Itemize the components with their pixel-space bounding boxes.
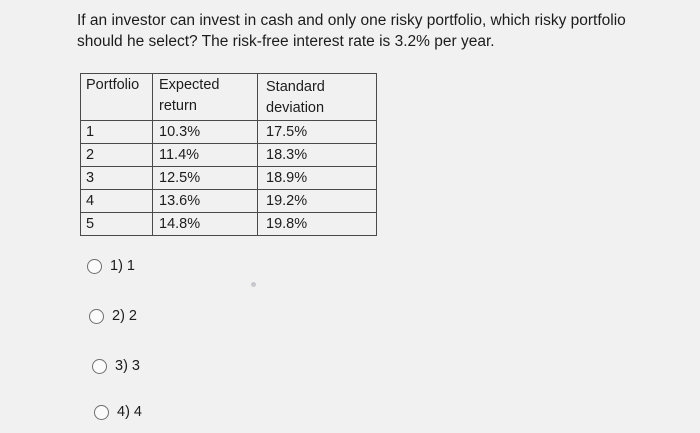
portfolio-table: Portfolio Expected return Standard devia… [80,73,377,236]
question-line-1: If an investor can invest in cash and on… [77,12,626,29]
table-row: 1 10.3% 17.5% [80,120,377,144]
table-header-row: Portfolio Expected return Standard devia… [80,73,377,121]
option-3[interactable]: 3) 3 [92,358,140,374]
decorative-dot [251,282,256,287]
option-label: 2) 2 [112,308,137,324]
table-row: 4 13.6% 19.2% [80,189,377,213]
cell-standard-deviation: 18.3% [257,143,377,167]
radio-button[interactable] [87,258,102,274]
cell-expected-return: 11.4% [152,143,258,167]
option-4[interactable]: 4) 4 [94,404,142,420]
table-row: 5 14.8% 19.8% [80,212,377,236]
question-text: If an investor can invest in cash and on… [77,10,677,52]
table-row: 3 12.5% 18.9% [80,166,377,190]
header-expected-line-2: return [159,98,197,114]
header-portfolio-label: Portfolio [86,77,140,93]
cell-standard-deviation: 18.9% [257,166,377,190]
header-standard-deviation: Standard deviation [257,73,377,121]
radio-button[interactable] [89,308,104,324]
cell-portfolio: 5 [80,212,153,236]
question-line-2: should he select? The risk-free interest… [77,33,495,50]
option-label: 1) 1 [110,258,135,274]
cell-standard-deviation: 17.5% [257,120,377,144]
header-expected-line-1: Expected [159,77,220,93]
header-expected-return: Expected return [152,73,258,121]
header-sd-line-1: Standard [266,79,325,95]
cell-expected-return: 14.8% [152,212,258,236]
option-1[interactable]: 1) 1 [87,258,135,274]
cell-standard-deviation: 19.2% [257,189,377,213]
cell-portfolio: 1 [80,120,153,144]
header-portfolio: Portfolio [80,73,153,121]
cell-portfolio: 3 [80,166,153,190]
cell-expected-return: 12.5% [152,166,258,190]
option-label: 3) 3 [115,358,140,374]
table-row: 2 11.4% 18.3% [80,143,377,167]
option-2[interactable]: 2) 2 [89,308,137,324]
cell-expected-return: 10.3% [152,120,258,144]
cell-expected-return: 13.6% [152,189,258,213]
cell-standard-deviation: 19.8% [257,212,377,236]
radio-button[interactable] [92,358,107,374]
header-sd-line-2: deviation [266,100,325,116]
cell-portfolio: 2 [80,143,153,167]
radio-button[interactable] [94,404,109,420]
option-label: 4) 4 [117,404,142,420]
cell-portfolio: 4 [80,189,153,213]
